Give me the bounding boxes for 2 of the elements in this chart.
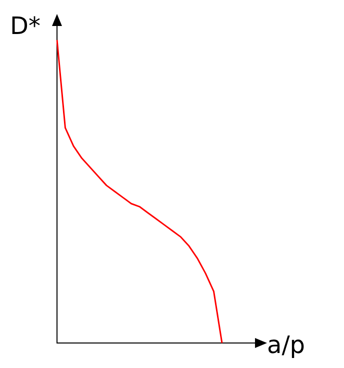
y-axis-title: D* [10, 12, 40, 40]
x-axis-title: a/p [267, 331, 306, 359]
